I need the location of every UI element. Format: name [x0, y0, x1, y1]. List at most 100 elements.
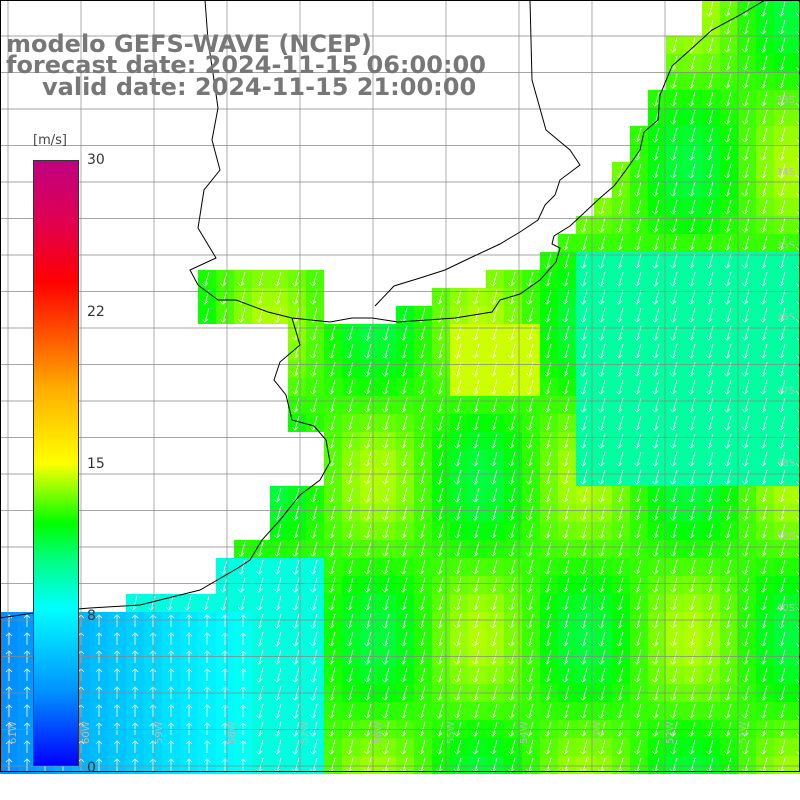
wind-arrow	[705, 127, 714, 143]
wind-arrow	[651, 487, 660, 503]
wind-arrow	[507, 289, 516, 305]
wind-arrow	[777, 559, 786, 575]
wind-arrow	[705, 721, 714, 737]
wind-arrow	[237, 271, 246, 287]
wind-arrow	[489, 487, 498, 503]
wind-arrow	[239, 758, 247, 771]
wind-arrow	[113, 758, 121, 771]
wind-arrow	[149, 614, 157, 627]
wind-cell	[792, 324, 800, 342]
wind-cell	[792, 306, 800, 324]
wind-arrow	[543, 649, 552, 665]
wind-arrow	[345, 721, 354, 737]
wind-arrow	[309, 397, 318, 413]
wind-arrow	[327, 523, 336, 539]
wind-arrow	[759, 541, 768, 557]
wind-arrow	[633, 415, 642, 431]
wind-arrow	[759, 217, 768, 233]
wind-arrow	[399, 649, 408, 665]
wind-arrow	[237, 577, 246, 593]
wind-arrow	[543, 541, 552, 557]
wind-arrow	[705, 523, 714, 539]
wind-arrow	[777, 91, 786, 107]
wind-arrow	[741, 1, 750, 17]
wind-arrow	[633, 505, 642, 521]
wind-arrow	[615, 451, 624, 467]
model-title: modelo GEFS-WAVE (NCEP)	[6, 30, 372, 58]
wind-arrow	[759, 181, 768, 197]
wind-arrow	[291, 595, 300, 611]
wind-arrow	[759, 613, 768, 629]
wind-arrow	[777, 253, 786, 269]
wind-arrow	[687, 721, 696, 737]
wind-arrow	[579, 451, 588, 467]
wind-arrow	[651, 433, 660, 449]
wind-arrow	[705, 253, 714, 269]
wind-arrow	[381, 667, 390, 683]
wind-arrow	[381, 541, 390, 557]
wind-arrow	[327, 541, 336, 557]
wind-arrow	[669, 487, 678, 503]
wind-arrow	[345, 397, 354, 413]
wind-arrow	[669, 451, 678, 467]
wind-arrow	[543, 523, 552, 539]
wind-arrow	[219, 577, 228, 593]
wind-cell	[792, 288, 800, 306]
wind-arrow	[687, 37, 696, 53]
wind-arrow	[561, 559, 570, 575]
wind-arrow	[723, 343, 732, 359]
wind-arrow	[291, 721, 300, 737]
wind-arrow	[615, 181, 624, 197]
wind-arrow	[131, 740, 139, 753]
wind-arrow	[723, 73, 732, 89]
wind-arrow	[327, 739, 336, 755]
wind-arrow	[273, 703, 282, 719]
wind-arrow	[759, 397, 768, 413]
wind-arrow	[399, 577, 408, 593]
wind-arrow	[273, 667, 282, 683]
wind-arrow	[687, 181, 696, 197]
wind-arrow	[5, 758, 13, 771]
wind-arrow	[561, 487, 570, 503]
wind-arrow	[185, 704, 193, 717]
wind-arrow	[327, 667, 336, 683]
wind-arrow	[561, 577, 570, 593]
wind-arrow	[167, 758, 175, 771]
wind-arrow	[399, 613, 408, 629]
wind-arrow	[345, 541, 354, 557]
wind-arrow	[741, 505, 750, 521]
wind-arrow	[633, 271, 642, 287]
wind-arrow	[687, 163, 696, 179]
wind-cell	[792, 576, 800, 594]
wind-arrow	[453, 505, 462, 521]
wind-arrow	[309, 631, 318, 647]
wind-arrow	[741, 109, 750, 125]
wind-arrow	[651, 739, 660, 755]
colorbar-tick: 8	[87, 608, 96, 624]
wind-arrow	[273, 577, 282, 593]
colorbar-tick: 15	[87, 456, 105, 472]
wind-arrow	[525, 433, 534, 449]
wind-arrow	[471, 379, 480, 395]
wind-arrow	[633, 667, 642, 683]
wind-arrow	[417, 505, 426, 521]
wind-arrow	[633, 577, 642, 593]
wind-arrow	[327, 613, 336, 629]
wind-arrow	[633, 253, 642, 269]
wind-arrow	[507, 559, 516, 575]
wind-arrow	[633, 523, 642, 539]
wind-arrow	[471, 541, 480, 557]
wind-arrow	[291, 667, 300, 683]
wind-arrow	[615, 487, 624, 503]
wind-arrow	[687, 199, 696, 215]
wind-arrow	[687, 235, 696, 251]
wind-arrow	[113, 722, 121, 735]
wind-arrow	[201, 595, 210, 611]
wind-arrow	[399, 343, 408, 359]
wind-arrow	[183, 595, 192, 611]
wind-arrow	[741, 217, 750, 233]
wind-cell	[792, 432, 800, 450]
wind-arrow	[579, 559, 588, 575]
wind-arrow	[23, 614, 31, 627]
wind-arrow	[417, 595, 426, 611]
